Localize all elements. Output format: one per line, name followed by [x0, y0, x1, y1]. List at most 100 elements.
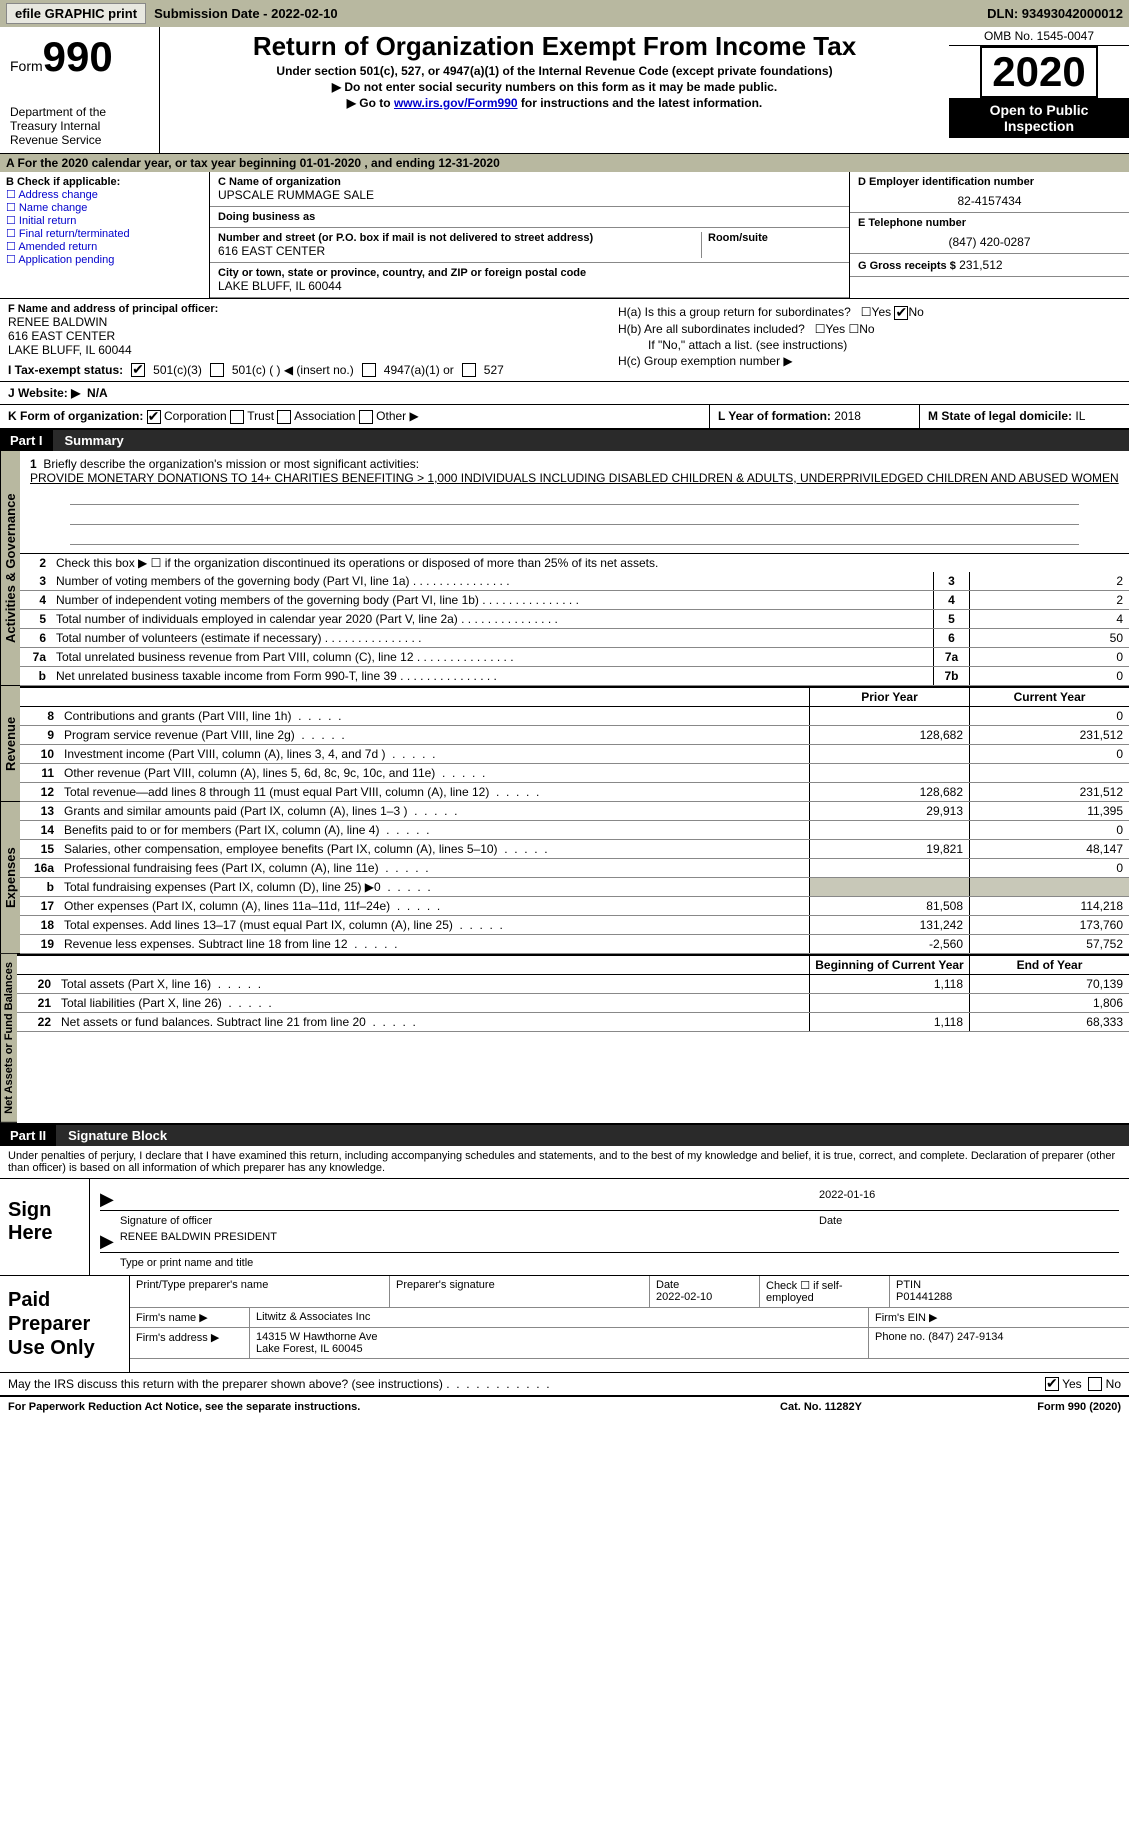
- cb-address-change[interactable]: ☐ Address change: [6, 188, 203, 201]
- box-c: C Name of organization UPSCALE RUMMAGE S…: [210, 172, 849, 298]
- netassets-section: Net Assets or Fund Balances Beginning of…: [0, 954, 1129, 1125]
- cb-4947[interactable]: [362, 363, 376, 377]
- fin-line: b Total fundraising expenses (Part IX, c…: [20, 878, 1129, 897]
- line-k: K Form of organization: Corporation Trus…: [0, 405, 1129, 430]
- part2-num: Part II: [0, 1125, 56, 1146]
- h-b-note: If "No," attach a list. (see instruction…: [618, 338, 1121, 352]
- cb-corporation[interactable]: [147, 410, 161, 424]
- top-bar: efile GRAPHIC print Submission Date - 20…: [0, 0, 1129, 27]
- sign-arrow-icon: ▶: [100, 1189, 114, 1210]
- firm-name-label: Firm's name ▶: [130, 1308, 250, 1327]
- cb-501c3[interactable]: [131, 363, 145, 377]
- prior-year-hdr: Prior Year: [809, 688, 969, 706]
- h-c: H(c) Group exemption number ▶: [618, 354, 1121, 368]
- gross-receipts: 231,512: [959, 258, 1002, 272]
- efile-print-button[interactable]: efile GRAPHIC print: [6, 3, 146, 24]
- cb-association[interactable]: [277, 410, 291, 424]
- cb-initial-return[interactable]: ☐ Initial return: [6, 214, 203, 227]
- form-header: Form990 Department of the Treasury Inter…: [0, 27, 1129, 154]
- form-number: Form990: [10, 33, 149, 81]
- dept-treasury: Department of the Treasury Internal Reve…: [10, 105, 149, 147]
- form-title: Return of Organization Exempt From Incom…: [172, 31, 937, 62]
- mid-section: F Name and address of principal officer:…: [0, 299, 1129, 382]
- vlabel-revenue: Revenue: [0, 686, 20, 802]
- omb-number: OMB No. 1545-0047: [949, 27, 1129, 46]
- discuss-text: May the IRS discuss this return with the…: [8, 1377, 443, 1391]
- discuss-row: May the IRS discuss this return with the…: [0, 1373, 1129, 1398]
- mission-blank-line: [70, 527, 1079, 545]
- current-year-hdr: Current Year: [969, 688, 1129, 706]
- fin-line: 13 Grants and similar amounts paid (Part…: [20, 802, 1129, 821]
- org-name-label: C Name of organization: [218, 176, 841, 188]
- officer-name: RENEE BALDWIN: [8, 315, 602, 329]
- ptin: P01441288: [896, 1291, 952, 1303]
- vlabel-netassets: Net Assets or Fund Balances: [0, 954, 17, 1123]
- cb-ha-no[interactable]: [894, 306, 908, 320]
- fin-line: 16a Professional fundraising fees (Part …: [20, 859, 1129, 878]
- cb-discuss-no[interactable]: [1088, 1377, 1102, 1391]
- line2-num: 2: [20, 554, 52, 572]
- officer-sign-date: 2022-01-16: [819, 1189, 1119, 1210]
- cb-trust[interactable]: [230, 410, 244, 424]
- sign-here-label: Sign Here: [0, 1179, 90, 1275]
- officer-addr1: 616 EAST CENTER: [8, 329, 602, 343]
- box-b: B Check if applicable: ☐ Address change …: [0, 172, 210, 298]
- prep-sig-hdr: Preparer's signature: [390, 1276, 650, 1307]
- box-b-header: B Check if applicable:: [6, 176, 203, 188]
- firm-addr-row: Firm's address ▶ 14315 W Hawthorne AveLa…: [130, 1328, 1129, 1359]
- paid-preparer: Paid Preparer Use Only Print/Type prepar…: [0, 1276, 1129, 1373]
- subtitle-2: ▶ Do not enter social security numbers o…: [172, 80, 937, 94]
- fin-line: 10 Investment income (Part VIII, column …: [20, 745, 1129, 764]
- cb-final-return[interactable]: ☐ Final return/terminated: [6, 227, 203, 240]
- form990-link[interactable]: www.irs.gov/Form990: [394, 96, 518, 110]
- k-label: K Form of organization:: [8, 409, 143, 423]
- fin-line: 21 Total liabilities (Part X, line 26) .…: [17, 994, 1129, 1013]
- cb-other[interactable]: [359, 410, 373, 424]
- tax-year: 2020: [980, 46, 1097, 98]
- fin-line: 14 Benefits paid to or for members (Part…: [20, 821, 1129, 840]
- fin-line: 20 Total assets (Part X, line 16) . . . …: [17, 975, 1129, 994]
- part1-body: Activities & Governance 1 Briefly descri…: [0, 451, 1129, 686]
- l-label: L Year of formation:: [718, 409, 831, 423]
- h-a: H(a) Is this a group return for subordin…: [618, 305, 1121, 320]
- gov-line: 4 Number of independent voting members o…: [20, 591, 1129, 610]
- part1-title: Summary: [53, 430, 1129, 451]
- cb-name-change[interactable]: ☐ Name change: [6, 201, 203, 214]
- address: 616 EAST CENTER: [218, 244, 701, 258]
- firm-addr1: 14315 W Hawthorne Ave: [256, 1331, 377, 1343]
- cb-501c[interactable]: [210, 363, 224, 377]
- vlabel-governance: Activities & Governance: [0, 451, 20, 686]
- prep-name-hdr: Print/Type preparer's name: [130, 1276, 390, 1307]
- signature-intro: Under penalties of perjury, I declare th…: [0, 1146, 1129, 1179]
- address-label: Number and street (or P.O. box if mail i…: [218, 232, 701, 244]
- sig-officer-label: Signature of officer: [100, 1215, 819, 1227]
- fin-line: 22 Net assets or fund balances. Subtract…: [17, 1013, 1129, 1032]
- box-de: D Employer identification number 82-4157…: [849, 172, 1129, 298]
- city: LAKE BLUFF, IL 60044: [218, 279, 841, 293]
- officer-label: F Name and address of principal officer:: [8, 303, 602, 315]
- prep-selfemp: Check ☐ if self-employed: [760, 1276, 890, 1307]
- fin-line: 17 Other expenses (Part IX, column (A), …: [20, 897, 1129, 916]
- gov-line: 7a Total unrelated business revenue from…: [20, 648, 1129, 667]
- firm-ein-label: Firm's EIN ▶: [869, 1308, 1129, 1327]
- fin-line: 8 Contributions and grants (Part VIII, l…: [20, 707, 1129, 726]
- open-to-public: Open to Public Inspection: [949, 98, 1129, 138]
- gov-line: b Net unrelated business taxable income …: [20, 667, 1129, 686]
- cb-application-pending[interactable]: ☐ Application pending: [6, 253, 203, 266]
- city-label: City or town, state or province, country…: [218, 267, 841, 279]
- firm-addr2: Lake Forest, IL 60045: [256, 1343, 363, 1355]
- part2-title: Signature Block: [56, 1125, 1129, 1146]
- gross-label: G Gross receipts $: [858, 260, 956, 272]
- cb-discuss-yes[interactable]: [1045, 1377, 1059, 1391]
- firm-name-row: Firm's name ▶ Litwitz & Associates Inc F…: [130, 1308, 1129, 1328]
- mission-blank-line: [70, 507, 1079, 525]
- cb-amended-return[interactable]: ☐ Amended return: [6, 240, 203, 253]
- gov-line: 6 Total number of volunteers (estimate i…: [20, 629, 1129, 648]
- sign-here: Sign Here ▶ 2022-01-16 Signature of offi…: [0, 1179, 1129, 1276]
- begin-year-hdr: Beginning of Current Year: [809, 956, 969, 974]
- telephone: (847) 420-0287: [858, 235, 1121, 249]
- cb-527[interactable]: [462, 363, 476, 377]
- part2-header: Part II Signature Block: [0, 1125, 1129, 1146]
- gov-line: 3 Number of voting members of the govern…: [20, 572, 1129, 591]
- vlabel-expenses: Expenses: [0, 802, 20, 954]
